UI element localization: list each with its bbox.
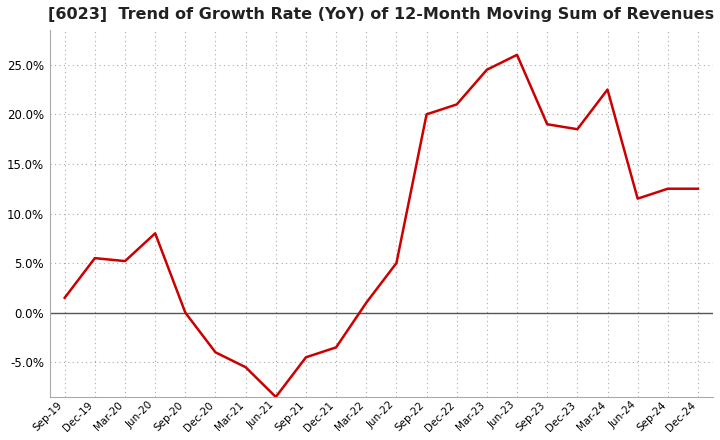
Title: [6023]  Trend of Growth Rate (YoY) of 12-Month Moving Sum of Revenues: [6023] Trend of Growth Rate (YoY) of 12-… — [48, 7, 714, 22]
